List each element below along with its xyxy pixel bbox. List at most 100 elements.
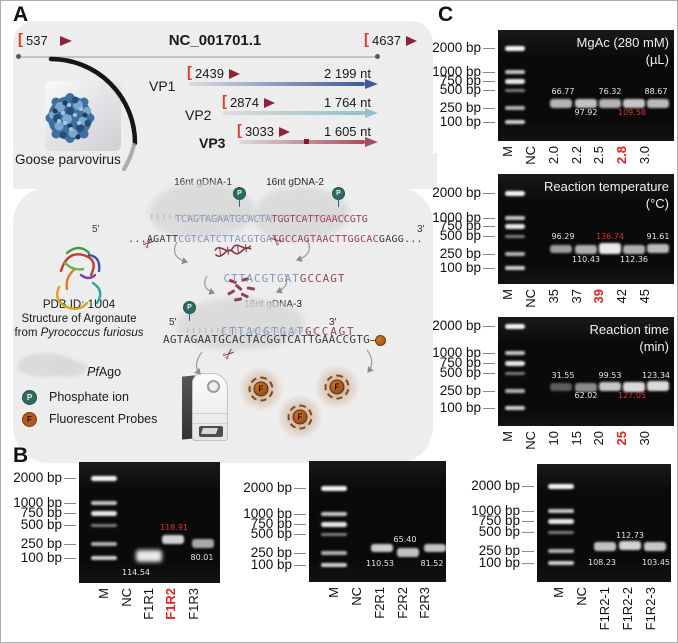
gene-arrow-head: [365, 79, 378, 89]
band-value: 103.45: [642, 558, 670, 567]
phosphate-pin-icon: P: [183, 301, 196, 321]
band-value: 118.91: [160, 523, 188, 532]
fluorescent-probe: F: [238, 366, 284, 412]
marker-band: [91, 475, 117, 481]
end-bracket: [: [364, 31, 369, 48]
ladder-tick: [483, 48, 495, 50]
five-prime-label: 5': [169, 317, 177, 328]
lane-label-F2R2: F2R2: [395, 587, 410, 619]
gel-band: [136, 550, 162, 562]
marker-band: [505, 406, 525, 410]
ladder-label: 100 bp: [439, 114, 481, 129]
band-value: 80.01: [190, 553, 214, 562]
band-value: 127.05: [618, 391, 646, 400]
gene-length: 2 199 nt: [324, 66, 371, 81]
band-value: 99.53: [598, 371, 622, 380]
marker-band: [505, 70, 525, 74]
ladder-tick: [294, 553, 306, 555]
ladder-label: 500 bp: [439, 82, 481, 97]
ladder-tick: [64, 558, 76, 560]
marker-band: [505, 78, 525, 84]
gel-band: [550, 245, 572, 253]
gel-band: [162, 535, 184, 544]
lane-label-NC: NC: [523, 289, 538, 308]
marker-band: [548, 518, 574, 524]
ladder-label: 2000 bp: [243, 480, 292, 495]
target-site-marker: [304, 139, 309, 144]
gel-c3: Reaction time (min) 31.55 62.02 99.53 127.05 1…: [498, 317, 674, 426]
gel-band: [623, 382, 645, 392]
lane-label-M: M: [551, 587, 566, 598]
band-value: 112.73: [616, 531, 644, 540]
band-value: 91.61: [646, 232, 670, 241]
ladder-label: 500 bp: [478, 524, 520, 539]
forward-arrow-icon: [278, 126, 290, 137]
gel-band: [647, 381, 669, 391]
ladder-label: 500 bp: [439, 228, 481, 243]
ladder-label: 1000 bp: [243, 506, 292, 521]
genome-end: [ 4637: [364, 31, 417, 49]
fluorophore-icon: F: [329, 379, 345, 395]
lane-label-M: M: [500, 289, 515, 300]
lane-label-F1R3: F1R3: [186, 588, 201, 620]
gel-b2: 110.53 65.40 81.52: [309, 461, 446, 582]
band-value: 76.32: [598, 87, 622, 96]
ladder-tick: [483, 254, 495, 256]
ladder-tick: [294, 488, 306, 490]
marker-band: [91, 556, 117, 560]
lane-label-10: 10: [546, 431, 561, 446]
lane-label-45: 45: [637, 289, 652, 304]
ladder-tick: [483, 72, 495, 74]
band-value: 123.34: [642, 371, 670, 380]
base-pairing-ticks: [187, 328, 319, 333]
ladder-tick: [522, 563, 534, 565]
phosphate-pin-icon: P: [233, 187, 246, 207]
forward-arrow-icon: [228, 68, 240, 79]
virus-label: Goose parvovirus: [15, 152, 121, 167]
ladder-tick: [294, 565, 306, 567]
forward-arrow-icon: [405, 35, 417, 46]
ladder-tick: [64, 513, 76, 515]
ladder-label: 500 bp: [20, 517, 62, 532]
marker-band: [321, 551, 347, 555]
gel-band: [371, 544, 393, 552]
marker-band: [505, 252, 525, 256]
gene-start: [ 3033: [237, 122, 290, 140]
gel-c1: MgAc (280 mM) (µL) 66.77 97.92 76.32 109.58 88…: [498, 30, 674, 141]
ladder-tick: [483, 391, 495, 393]
forward-arrow-icon: [59, 35, 72, 46]
band-value: 112.36: [620, 255, 648, 264]
marker-band: [505, 351, 525, 355]
genome-end-pos: 4637: [372, 33, 401, 48]
ladder-tick: [483, 373, 495, 375]
marker-band: [505, 223, 525, 229]
marker-band: [505, 45, 525, 51]
ladder-label: 750 bp: [439, 73, 481, 88]
ladder-tick: [64, 544, 76, 546]
gene-arrow-bar: [189, 82, 365, 86]
gel-band: [397, 548, 419, 557]
band-value: 109.58: [618, 108, 646, 117]
probe-sequence: AGTAGAATGCACTACGGTCATTGAACCGTG: [163, 333, 371, 346]
ladder-label: 2000 bp: [432, 318, 481, 333]
marker-band: [321, 521, 347, 527]
gel-band: [550, 383, 572, 391]
lane-label-M: M: [500, 146, 515, 157]
ladder-label: 750 bp: [20, 505, 62, 520]
ladder-label: 250 bp: [439, 100, 481, 115]
band-value: 114.54: [122, 568, 150, 577]
genome-line-dot: [375, 54, 380, 59]
ladder-label: 250 bp: [439, 246, 481, 261]
lane-label-M: M: [326, 587, 341, 598]
ladder-label: 100 bp: [20, 550, 62, 565]
gdna1-label: 16nt gDNA-1: [161, 177, 245, 188]
ladder-label: 2000 bp: [471, 478, 520, 493]
ladder-tick: [294, 514, 306, 516]
ladder-label: 100 bp: [478, 555, 520, 570]
target-dna-sequence: ...AGATTCGTCATCTTACGTGATGCCAGTAACTTGGCAC…: [128, 234, 423, 245]
genome-start: [ 537: [18, 31, 72, 49]
panel-a-label: A: [13, 3, 29, 26]
three-prime-label: 3': [417, 224, 425, 235]
gel-title: MgAc (280 mM): [576, 35, 669, 50]
marker-band: [321, 532, 347, 536]
